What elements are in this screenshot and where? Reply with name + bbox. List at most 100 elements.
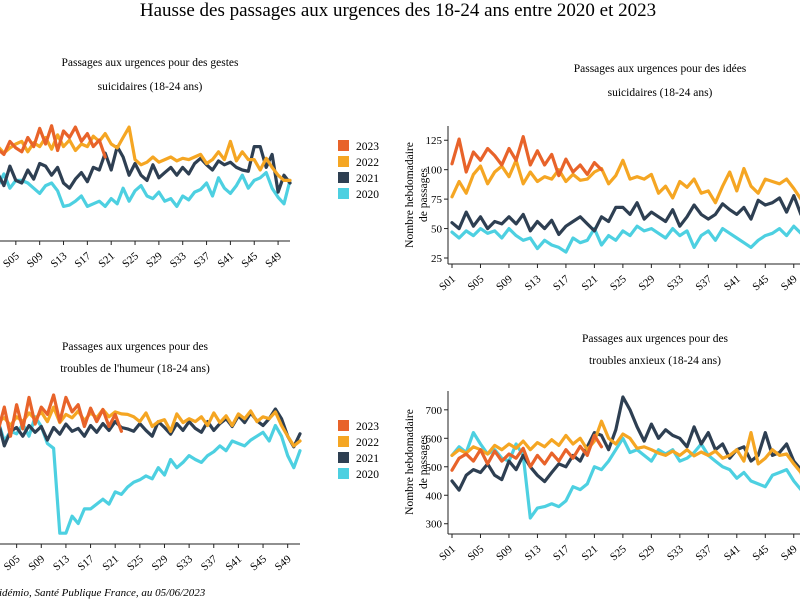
series-line-2021 [0,145,292,194]
series-line-2021 [450,395,800,492]
legend-label-2021: 2021 [356,173,379,185]
x-tick-label: S21 [579,273,600,293]
series-line-2020 [450,224,800,254]
x-tick-label: S45 [750,543,771,564]
y-tick-label: 75 [431,194,443,206]
x-tick-label: S05 [2,553,23,574]
legend-label-2020: 2020 [356,189,379,201]
x-tick-label: S21 [100,553,121,573]
y-axis-title: Nombre hebdomadaire [404,409,416,515]
series-line-2023 [0,393,124,438]
x-tick-label: S29 [144,250,165,271]
x-tick-label: S45 [239,250,260,271]
x-tick-label: S13 [51,553,72,574]
panel-subtitle-line: suicidaires (18-24 ans) [608,87,713,99]
y-tick-label: 700 [426,405,443,417]
series-line-2022 [0,125,292,182]
x-tick-label: S37 [192,250,213,271]
x-tick-label: S13 [523,273,544,294]
x-tick-label: S33 [174,553,195,574]
y-tick-label: 25 [431,253,443,265]
panel-subtitle-line: Passages aux urgences pour des [582,333,729,345]
x-tick-label: S29 [636,273,657,294]
legends: 2023 2022 2021 2020 2023 2022 2021 2020 [338,140,379,481]
x-tick-label: S13 [49,250,70,271]
y-axis-title: Nombre hebdomadaire [404,142,416,248]
x-tick-label: S09 [494,543,515,564]
x-tick-label: S09 [494,273,515,294]
x-tick-label: S25 [608,273,629,294]
x-tick-label: S49 [779,273,800,294]
legend-swatch-2021 [338,172,349,183]
x-tick-label: S49 [273,553,294,574]
legend-label-2020: 2020 [356,469,379,481]
legend-label-2021: 2021 [356,453,379,465]
x-tick-label: S21 [579,543,600,563]
y-tick-label: 100 [426,165,443,177]
x-tick-label: S25 [120,250,141,271]
x-tick-label: S41 [722,273,743,293]
legend-swatch-2020 [338,188,349,199]
x-tick-label: S17 [551,273,572,294]
y-tick-label: 500 [426,462,443,474]
x-tick-label: S17 [551,543,572,564]
legend-swatch-2020 [338,468,349,479]
panel-subtitle-line: troubles de l'humeur (18-24 ans) [60,363,210,375]
x-tick-label: S41 [223,553,244,573]
series-line-2022 [450,419,800,475]
x-tick-label: S37 [693,543,714,564]
x-tick-label: S17 [72,250,93,271]
x-tick-label: S49 [779,543,800,564]
chart-panel-4: Passages aux urgences pour des troubles a… [404,333,800,563]
x-tick-label: S05 [466,543,487,564]
series-line-2021 [450,194,800,236]
x-tick-label: S49 [263,250,284,271]
x-tick-label: S01 [437,273,458,293]
series-line-2023 [0,124,107,159]
series-line-2023 [450,433,604,472]
legend-swatch-2022 [338,436,349,447]
x-tick-label: S29 [636,543,657,564]
legend-label-2023: 2023 [356,141,379,153]
x-tick-label: S09 [26,553,47,574]
x-tick-label: S13 [523,543,544,564]
x-tick-label: S05 [1,250,22,271]
series-line-2023 [450,135,604,178]
legend-1: 2023 2022 2021 2020 [338,140,379,201]
panel-subtitle-line: Passages aux urgences pour des idées [574,63,747,75]
x-tick-label: S17 [76,553,97,574]
panel-subtitle-line: troubles anxieux (18-24 ans) [589,355,721,367]
y-axis-title: de passages [418,167,430,221]
legend-swatch-2023 [338,420,349,431]
x-tick-label: S45 [248,553,269,574]
x-tick-label: S29 [150,553,171,574]
x-tick-label: S05 [466,273,487,294]
x-tick-label: S09 [25,250,46,271]
x-tick-label: S25 [608,543,629,564]
x-tick-label: S33 [665,543,686,564]
x-tick-label: S01 [437,543,458,563]
series-line-2022 [0,405,302,448]
legend-swatch-2021 [338,452,349,463]
x-tick-label: S33 [665,273,686,294]
legend-swatch-2022 [338,156,349,167]
legend-swatch-2023 [338,140,349,151]
y-tick-label: 50 [431,224,443,236]
panel-subtitle-line: Passages aux urgences pour des [62,341,209,353]
figure-title: Hausse des passages aux urgences des 18-… [140,0,656,21]
series-line-2022 [450,158,800,205]
x-tick-label: S37 [693,273,714,294]
series-line-2020 [0,171,292,208]
x-tick-label: S33 [168,250,189,271]
x-tick-label: S21 [96,250,117,270]
y-tick-label: 400 [426,490,443,502]
chart-panel-2: Passages aux urgences pour des idées suic… [404,63,800,293]
y-tick-label: 125 [426,135,443,147]
chart-panel-3: Passages aux urgences pour des troubles d… [0,341,302,574]
panel-subtitle-line: suicidaires (18-24 ans) [98,81,203,93]
x-tick-label: S45 [750,273,771,294]
panel-subtitle-line: Passages aux urgences pour des gestes [61,57,239,69]
legend-label-2022: 2022 [356,157,379,169]
x-tick-label: S41 [722,543,743,563]
